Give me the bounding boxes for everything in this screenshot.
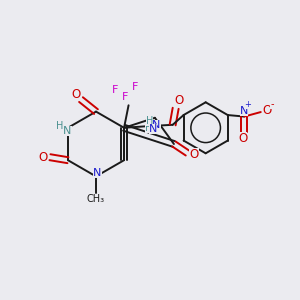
Text: F: F xyxy=(122,92,129,102)
Text: F: F xyxy=(112,85,118,95)
Text: H: H xyxy=(56,121,63,131)
Text: O: O xyxy=(238,132,248,145)
Text: H: H xyxy=(145,123,152,133)
Text: N: N xyxy=(149,124,157,134)
Text: O: O xyxy=(263,104,272,117)
Text: N: N xyxy=(93,168,102,178)
Text: F: F xyxy=(132,82,138,92)
Text: N: N xyxy=(152,120,160,130)
Text: -: - xyxy=(270,99,274,109)
Text: O: O xyxy=(189,148,199,161)
Text: CH₃: CH₃ xyxy=(87,194,105,205)
Text: N: N xyxy=(240,106,248,116)
Text: O: O xyxy=(71,88,80,101)
Text: H: H xyxy=(146,116,153,126)
Text: N: N xyxy=(63,126,71,136)
Text: O: O xyxy=(174,94,183,107)
Text: O: O xyxy=(39,151,48,164)
Text: +: + xyxy=(244,100,251,109)
